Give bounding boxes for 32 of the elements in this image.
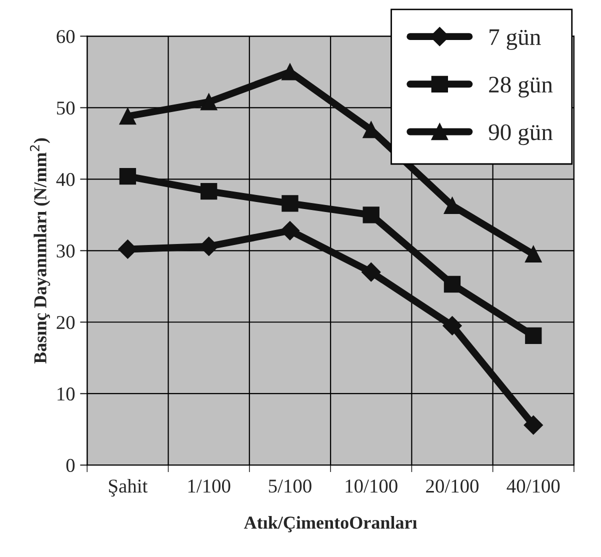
y-tick-label: 60	[56, 30, 75, 44]
x-tick-label: 20/100	[426, 480, 479, 493]
legend-label: 90 gün	[488, 124, 553, 146]
point	[280, 221, 300, 240]
legend-label: 28 gün	[489, 76, 553, 98]
point	[442, 316, 462, 336]
y-tick-label: 30	[56, 244, 75, 258]
point	[282, 195, 298, 212]
x-tick-label: Şahit	[109, 478, 148, 497]
point	[200, 182, 218, 200]
point	[362, 206, 380, 224]
point	[444, 276, 461, 293]
y-tick-label: 20	[56, 316, 75, 330]
point	[444, 197, 461, 214]
y-tick-label: 0	[66, 458, 75, 472]
y-tick-label: 40	[56, 172, 75, 186]
point	[119, 168, 136, 185]
y-tick-label: 50	[57, 102, 75, 115]
x-tick-label: 5/100	[268, 480, 312, 493]
point	[119, 108, 136, 125]
point	[525, 327, 542, 344]
y-axis-title: Basınç Dayanımları (N/mm$^{2}$)	[30, 138, 50, 364]
x-tick-label: 10/100	[346, 480, 398, 493]
legend-label: 7 gün	[490, 29, 541, 50]
point	[524, 416, 543, 435]
y-tick-label: 10	[58, 387, 75, 401]
x-axis-title: Atık/ÇimentoOranları	[244, 516, 418, 532]
x-tick-label: 40/100	[506, 480, 560, 493]
point	[362, 262, 381, 282]
point	[525, 246, 542, 263]
point	[200, 94, 218, 110]
x-tick-label: 1/100	[188, 480, 230, 493]
